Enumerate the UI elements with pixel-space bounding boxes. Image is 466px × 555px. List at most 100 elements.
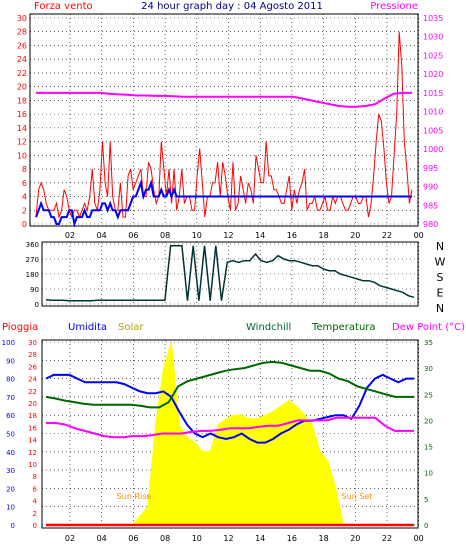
temperature-ticks: 0102030405060708090100024681012141618202…	[2, 339, 433, 543]
dew-point-line	[46, 416, 414, 439]
tick-label-humidity: 40	[6, 449, 15, 457]
tick-label-wind: 6	[22, 179, 27, 188]
wind-pressure-grid	[30, 14, 420, 226]
tick-label-pressure: 995	[423, 164, 438, 173]
tick-label-time: 18	[319, 534, 329, 543]
tick-label-wind: 8	[22, 165, 27, 174]
tick-label-humidity: 50	[6, 431, 15, 439]
tick-label-wind: 30	[17, 14, 27, 23]
tick-label-rain: 18	[28, 412, 37, 420]
tick-label-time: 04	[97, 231, 107, 240]
tick-label-humidity: 20	[6, 485, 15, 493]
compass-letter: W	[435, 256, 446, 269]
tick-label-time: 00	[414, 534, 424, 543]
tick-label-direction: 360	[26, 241, 39, 249]
wind-pressure-panel: 0246810121416182022242628309809859909951…	[17, 1, 444, 240]
tick-label-humidity: 90	[6, 357, 15, 365]
tick-label-time: 10	[192, 231, 202, 240]
tick-label-temperature: 15	[424, 444, 433, 452]
tick-label-direction: 90	[30, 286, 39, 294]
tick-label-time: 02	[65, 231, 75, 240]
tick-label-time: 06	[128, 231, 138, 240]
tick-label-time: 14	[255, 231, 265, 240]
tick-label-temperature: 5	[424, 496, 428, 504]
tick-label-wind: 14	[17, 124, 27, 133]
tick-label-time: 16	[287, 534, 297, 543]
tick-label-temperature: 10	[424, 470, 433, 478]
compass-letter: E	[437, 287, 444, 300]
tick-label-time: 00	[414, 231, 424, 240]
tick-label-direction: 270	[26, 256, 39, 264]
tick-label-time: 20	[350, 231, 360, 240]
tick-label-time: 08	[160, 534, 170, 543]
tick-label-pressure: 1025	[423, 51, 443, 60]
tick-label-pressure: 1030	[423, 33, 443, 42]
tick-label-time: 12	[223, 231, 233, 240]
tick-label-rain: 2	[33, 510, 37, 518]
tick-label-wind: 26	[17, 41, 27, 50]
tick-label-time: 08	[160, 231, 170, 240]
tick-label-time: 12	[223, 534, 233, 543]
tick-label-wind: 22	[17, 69, 27, 78]
tick-label-rain: 16	[28, 424, 37, 432]
tick-label-pressure: 1005	[423, 126, 443, 135]
compass-letter: N	[436, 302, 444, 315]
tick-label-pressure: 1020	[423, 70, 443, 79]
wind-gust-line	[35, 31, 413, 219]
tick-label-wind: 2	[22, 206, 27, 215]
pressure-axis-label: Pressione	[370, 1, 418, 12]
wind-direction-grid	[42, 242, 420, 306]
sun-rise-label: Sun Rise	[117, 492, 152, 501]
tick-label-time: 04	[97, 534, 107, 543]
tick-label-wind: 12	[17, 138, 27, 147]
tick-label-humidity: 60	[6, 412, 15, 420]
tick-label-humidity: 70	[6, 394, 15, 402]
tick-label-rain: 0	[33, 522, 37, 530]
tick-label-rain: 14	[28, 437, 37, 445]
legend-item: Solar	[118, 322, 144, 333]
tick-label-pressure: 1000	[423, 145, 443, 154]
tick-label-temperature: 35	[424, 339, 433, 347]
tick-label-direction: 0	[35, 301, 39, 309]
tick-label-humidity: 80	[6, 376, 15, 384]
sun-set-label: Sun Set	[342, 492, 373, 501]
wind-speed-axis-label: Forza vento	[34, 1, 93, 12]
tick-label-time: 22	[382, 534, 392, 543]
legend-item: Windchill	[246, 322, 291, 333]
tick-label-humidity: 100	[2, 339, 15, 347]
wind-direction-line	[45, 244, 415, 302]
tick-label-rain: 4	[33, 498, 38, 506]
tick-label-pressure: 1010	[423, 108, 443, 117]
legend-item: Umidita	[68, 322, 107, 333]
tick-label-pressure: 985	[423, 201, 438, 210]
tick-label-pressure: 980	[423, 220, 438, 229]
tick-label-wind: 16	[17, 110, 27, 119]
humidity-line	[45, 373, 414, 444]
tick-label-time: 02	[65, 534, 75, 543]
wind-speed-line	[35, 179, 412, 228]
tick-label-time: 14	[255, 534, 265, 543]
tick-label-rain: 20	[28, 400, 37, 408]
chart-title: 24 hour graph day : 04 Agosto 2011	[141, 1, 323, 12]
tick-label-time: 10	[192, 534, 202, 543]
tick-label-pressure: 990	[423, 183, 438, 192]
legend-item: Dew Point (°C)	[392, 322, 465, 333]
tick-label-rain: 26	[28, 363, 37, 371]
tick-label-time: 16	[287, 231, 297, 240]
tick-label-wind: 18	[17, 96, 27, 105]
wind-pressure-frame	[29, 13, 419, 227]
tick-label-pressure: 1035	[423, 14, 443, 23]
temperature-panel: Pioggia Umidita Solar Windchill Temperatura D…	[2, 322, 465, 543]
tick-label-time: 06	[128, 534, 138, 543]
tick-label-time: 20	[350, 534, 360, 543]
legend-item: Pioggia	[2, 322, 38, 333]
wind-pressure-ticks: 0246810121416182022242628309809859909951…	[17, 14, 444, 240]
bottom-legend: Pioggia Umidita Solar Windchill Temperatura D…	[2, 322, 465, 333]
tick-label-temperature: 0	[424, 522, 428, 530]
tick-label-wind: 4	[22, 193, 27, 202]
tick-label-rain: 24	[28, 376, 37, 384]
